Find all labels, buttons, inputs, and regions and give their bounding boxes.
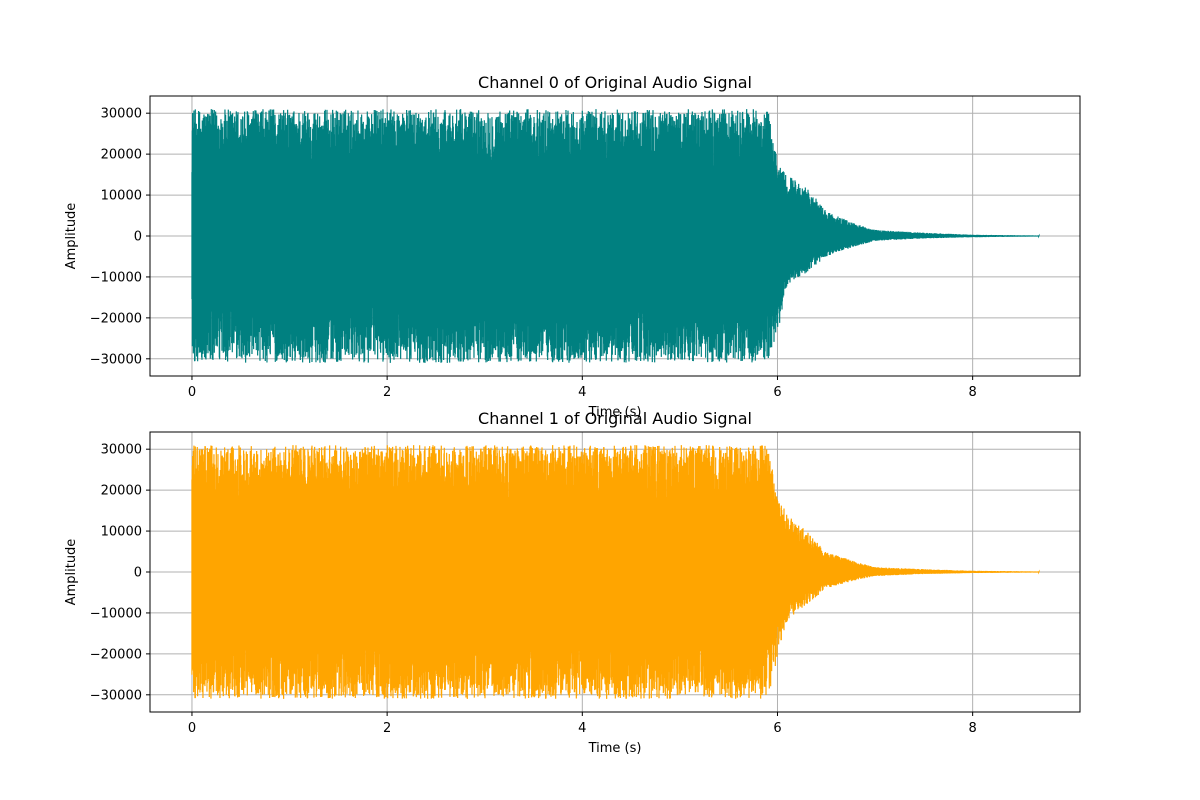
y-tick-label: 10000 xyxy=(101,525,142,540)
y-tick-label: 30000 xyxy=(101,443,142,458)
x-tick-label: 4 xyxy=(578,721,586,736)
y-tick-label: −20000 xyxy=(90,647,142,662)
x-tick-label: 2 xyxy=(383,721,391,736)
y-tick-label: 20000 xyxy=(101,484,142,499)
y-tick-label: 0 xyxy=(134,230,142,245)
y-axis-label-channel-1: Amplitude xyxy=(64,539,79,606)
y-tick-label: 0 xyxy=(134,566,142,581)
x-tick-label: 2 xyxy=(383,385,391,400)
x-axis-label-channel-0: Time (s) xyxy=(588,405,642,420)
x-tick-label: 8 xyxy=(969,385,977,400)
x-tick-label: 8 xyxy=(969,721,977,736)
y-axis-label-channel-0: Amplitude xyxy=(64,203,79,270)
signal-line-channel-1 xyxy=(191,445,1040,699)
signal-line-channel-0 xyxy=(191,109,1040,363)
y-tick-label: −20000 xyxy=(90,311,142,326)
y-tick-label: 20000 xyxy=(101,148,142,163)
x-axis-label-channel-1: Time (s) xyxy=(588,741,642,756)
x-tick-label: 6 xyxy=(773,385,781,400)
ticks-channel-0: 0 2 4 6 8 −30000 −20000 −10000 0 10000 20000 30000 xyxy=(90,107,977,400)
subplot-channel-1: 0 2 4 6 8−30000−20000−100000100002000030000 … xyxy=(64,409,1081,756)
ticks-channel-1: 0 2 4 6 8 −30000 −20000 −10000 0 10000 20000 30000 xyxy=(90,443,977,736)
x-tick-label: 4 xyxy=(578,385,586,400)
subplot-channel-0: 0 2 4 6 8−30000−20000−100000100002000030000 … xyxy=(64,73,1081,420)
chart-title-channel-1: Channel 1 of Original Audio Signal xyxy=(478,409,752,428)
x-tick-label: 0 xyxy=(188,385,196,400)
y-tick-label: −10000 xyxy=(90,270,142,285)
x-tick-label: 6 xyxy=(773,721,781,736)
x-tick-label: 0 xyxy=(188,721,196,736)
y-tick-label: −30000 xyxy=(90,688,142,703)
y-tick-label: 30000 xyxy=(101,107,142,122)
y-tick-label: 10000 xyxy=(101,189,142,204)
chart-title-channel-0: Channel 0 of Original Audio Signal xyxy=(478,73,752,92)
y-tick-label: −30000 xyxy=(90,352,142,367)
y-tick-label: −10000 xyxy=(90,606,142,621)
